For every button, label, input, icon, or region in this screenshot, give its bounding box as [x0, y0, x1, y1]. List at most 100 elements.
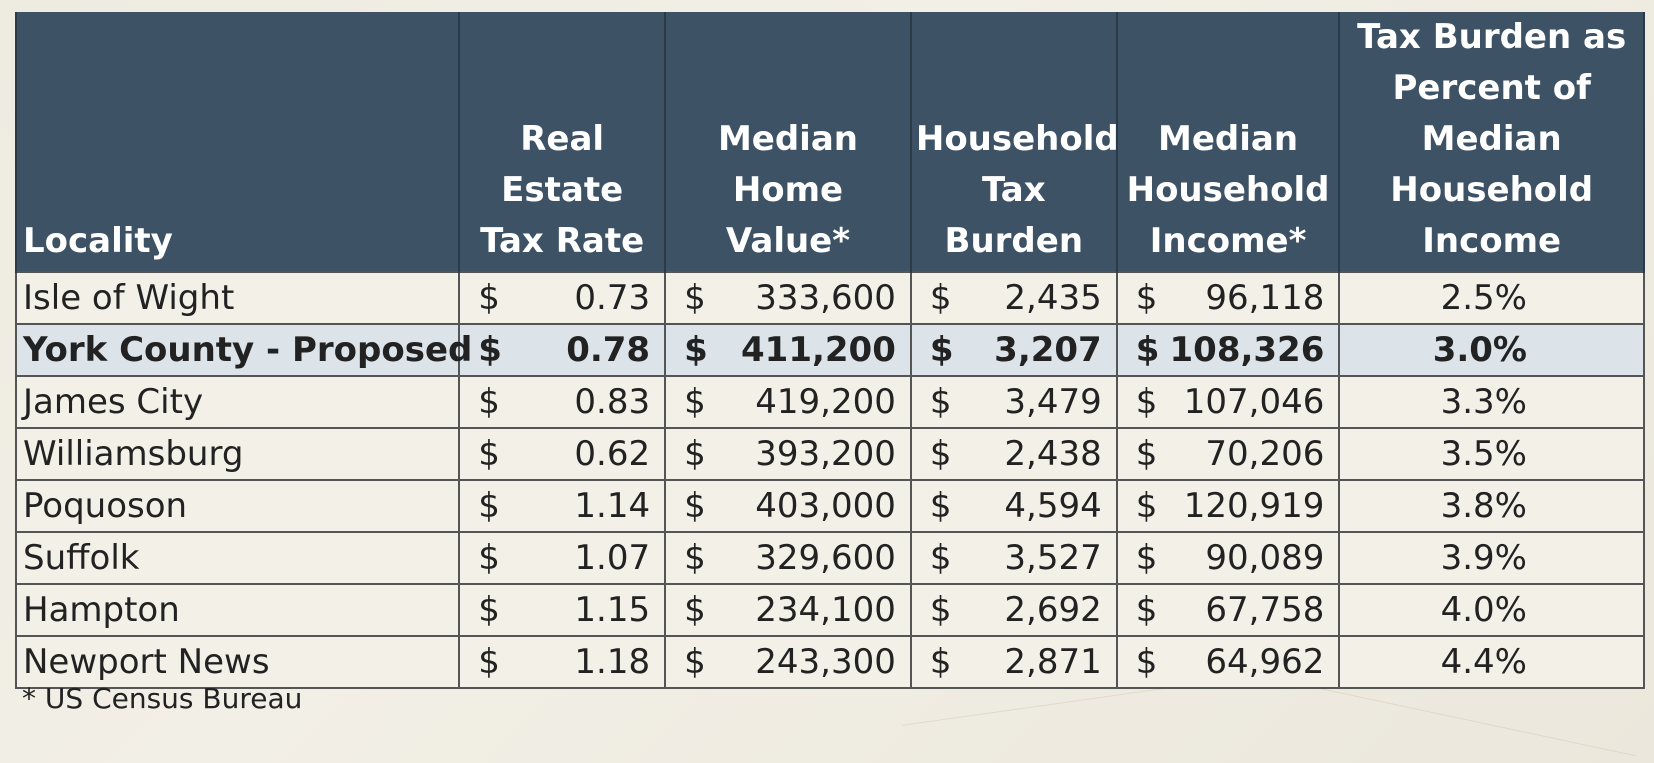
cell-income: $64,962 — [1115, 635, 1341, 689]
cell-locality: Hampton — [14, 583, 461, 637]
cell-percent: 3.9% — [1338, 531, 1645, 585]
header-tax-burden-percent-lines: Tax Burden as Percent of Median Household In… — [1344, 12, 1639, 267]
header-line: Median — [1158, 119, 1299, 159]
cell-value: 4,594 — [1004, 486, 1102, 526]
currency-symbol: $ — [478, 590, 500, 630]
cell-value: 90,089 — [1205, 538, 1325, 578]
cell-value: 2,871 — [1004, 642, 1102, 682]
cell-burden: $2,438 — [909, 427, 1118, 481]
currency-symbol: $ — [1135, 278, 1158, 318]
table-row: Williamsburg $0.62 $393,200 $2,438 $70,206 3.… — [14, 427, 1645, 481]
table-row: Newport News $1.18 $243,300 $2,871 $64,962 4.… — [14, 635, 1645, 689]
cell-value: 1.14 — [574, 486, 651, 526]
cell-value: 108,326 — [1169, 330, 1325, 370]
header-household-tax-burden: Household Tax Burden — [909, 12, 1119, 272]
cell-rate: $0.78 — [458, 323, 667, 377]
cell-burden: $4,594 — [909, 479, 1118, 533]
header-line: Tax Burden as — [1357, 17, 1627, 57]
header-tax-burden-percent: Tax Burden as Percent of Median Household In… — [1338, 12, 1645, 272]
cell-value: 393,200 — [755, 434, 896, 474]
header-line: Income* — [1149, 221, 1307, 261]
cell-home: $329,600 — [664, 531, 912, 585]
header-locality: Locality — [14, 12, 461, 272]
cell-percent: 3.0% — [1338, 323, 1645, 377]
currency-symbol: $ — [478, 434, 500, 474]
cell-rate: $1.15 — [458, 583, 667, 637]
table-row: Isle of Wight $0.73 $333,600 $2,435 $96,118 2… — [14, 271, 1645, 325]
cell-value: 243,300 — [755, 642, 896, 682]
cell-burden: $3,207 — [909, 323, 1118, 377]
cell-rate: $0.83 — [458, 375, 667, 429]
cell-rate: $0.73 — [458, 271, 667, 325]
cell-home: $411,200 — [664, 323, 912, 377]
currency-symbol: $ — [1135, 382, 1158, 422]
currency-symbol: $ — [684, 590, 706, 630]
cell-rate: $1.14 — [458, 479, 667, 533]
cell-value: 107,046 — [1183, 382, 1325, 422]
cell-burden: $3,479 — [909, 375, 1118, 429]
cell-locality: Newport News — [14, 635, 461, 689]
cell-value: 403,000 — [755, 486, 896, 526]
header-household-tax-burden-lines: Household Tax Burden — [915, 114, 1119, 267]
currency-symbol: $ — [478, 642, 500, 682]
currency-symbol: $ — [1135, 590, 1158, 630]
cell-percent: 3.8% — [1338, 479, 1645, 533]
cell-value: 329,600 — [755, 538, 896, 578]
header-line: Income — [1422, 221, 1562, 261]
cell-locality: Poquoson — [14, 479, 461, 533]
cell-home: $403,000 — [664, 479, 912, 533]
currency-symbol: $ — [929, 486, 952, 526]
header-locality-lines: Locality — [23, 216, 454, 267]
footnote: * US Census Bureau — [22, 682, 303, 715]
cell-value: 0.83 — [574, 382, 651, 422]
header-line: Tax Burden — [944, 170, 1084, 261]
cell-home: $419,200 — [664, 375, 912, 429]
cell-value: 3,479 — [1004, 382, 1102, 422]
cell-home: $333,600 — [664, 271, 912, 325]
cell-value: 67,758 — [1205, 590, 1325, 630]
header-line: Locality — [23, 221, 173, 261]
currency-symbol: $ — [684, 382, 706, 422]
currency-symbol: $ — [478, 330, 502, 370]
currency-symbol: $ — [929, 278, 952, 318]
table-row: Poquoson $1.14 $403,000 $4,594 $120,919 3.8% — [14, 479, 1645, 533]
currency-symbol: $ — [684, 538, 706, 578]
currency-symbol: $ — [929, 590, 952, 630]
cell-value: 0.62 — [574, 434, 651, 474]
currency-symbol: $ — [929, 538, 952, 578]
cell-value: 0.78 — [566, 330, 651, 370]
cell-income: $96,118 — [1115, 271, 1341, 325]
cell-income: $67,758 — [1115, 583, 1341, 637]
cell-rate: $1.07 — [458, 531, 667, 585]
currency-symbol: $ — [684, 642, 706, 682]
cell-locality: York County - Proposed — [14, 323, 472, 377]
currency-symbol: $ — [478, 278, 500, 318]
header-line: Percent of — [1392, 68, 1591, 108]
header-line: Home Value* — [725, 170, 851, 261]
table-row: Hampton $1.15 $234,100 $2,692 $67,758 4.0% — [14, 583, 1645, 637]
cell-locality: Isle of Wight — [14, 271, 461, 325]
header-line: Real Estate — [501, 119, 624, 210]
currency-symbol: $ — [478, 382, 500, 422]
cell-burden: $2,435 — [909, 271, 1118, 325]
cell-value: 3,207 — [994, 330, 1102, 370]
table-row: James City $0.83 $419,200 $3,479 $107,046 3.3… — [14, 375, 1645, 429]
cell-income: $90,089 — [1115, 531, 1341, 585]
currency-symbol: $ — [478, 486, 500, 526]
currency-symbol: $ — [929, 330, 954, 370]
header-tax-rate: Real Estate Tax Rate — [458, 12, 667, 272]
tax-comparison-table: Locality Real Estate Tax Rate Median Home … — [14, 12, 1645, 689]
currency-symbol: $ — [684, 434, 706, 474]
cell-percent: 4.0% — [1338, 583, 1645, 637]
cell-percent: 4.4% — [1338, 635, 1645, 689]
cell-burden: $3,527 — [909, 531, 1118, 585]
currency-symbol: $ — [684, 330, 708, 370]
cell-locality: Suffolk — [14, 531, 461, 585]
header-line: Household — [1390, 170, 1594, 210]
cell-income: $107,046 — [1115, 375, 1341, 429]
cell-value: 411,200 — [741, 330, 896, 370]
cell-value: 2,435 — [1004, 278, 1102, 318]
header-line: Household — [915, 119, 1119, 159]
cell-income: $108,326 — [1115, 323, 1341, 377]
cell-value: 2,692 — [1004, 590, 1102, 630]
